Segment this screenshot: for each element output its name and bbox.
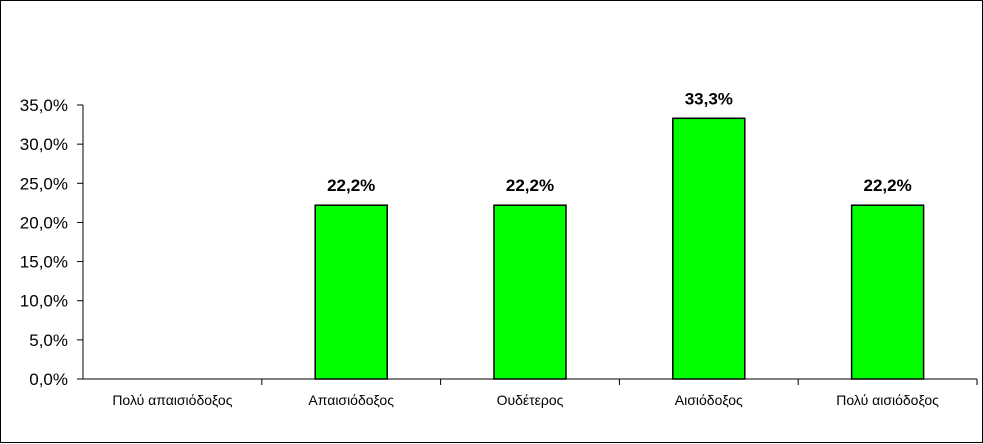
x-category-label: Πολύ απαισιόδοξος [112, 392, 232, 408]
axes: 0,0% 5,0% 10,0% 15,0% 20,0% 25,0% 30,0% 35,0% [20, 96, 978, 389]
y-tick-label: 5,0% [29, 331, 68, 350]
bar [672, 117, 746, 380]
bar [314, 204, 388, 380]
y-tick-label: 0,0% [29, 370, 68, 389]
data-label: 22,2% [863, 176, 911, 195]
data-label: 22,2% [506, 176, 554, 195]
y-tick-label: 30,0% [20, 135, 68, 154]
y-tick-label: 25,0% [20, 174, 68, 193]
bar [493, 204, 567, 380]
x-category-label: Ουδέτερος [497, 392, 564, 408]
x-category-label: Απαισιόδοξος [308, 392, 394, 408]
y-tick-label: 15,0% [20, 253, 68, 272]
y-tick-label: 20,0% [20, 213, 68, 232]
data-label: 33,3% [685, 89, 733, 108]
y-tick-label: 10,0% [20, 292, 68, 311]
y-tick-label: 35,0% [20, 96, 68, 115]
labels: Πολύ απαισιόδοξος 22,2% Απαισιόδοξος 22,2% Ο… [112, 89, 939, 408]
bar [850, 204, 925, 380]
data-label: 22,2% [327, 176, 375, 195]
x-category-label: Αισιόδοξος [675, 392, 743, 408]
x-category-label: Πολύ αισιόδοξος [836, 392, 939, 408]
bars [314, 117, 925, 380]
